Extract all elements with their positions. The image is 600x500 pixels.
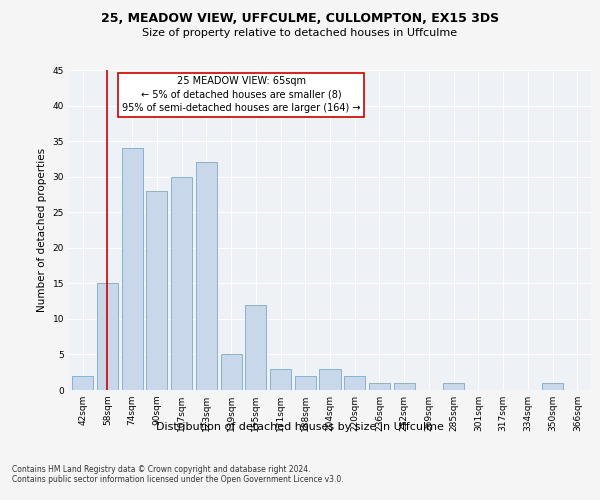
Bar <box>72 376 93 390</box>
Bar <box>171 176 192 390</box>
Bar <box>270 368 291 390</box>
Bar <box>344 376 365 390</box>
Bar <box>542 383 563 390</box>
Bar <box>221 354 242 390</box>
Text: 25, MEADOW VIEW, UFFCULME, CULLOMPTON, EX15 3DS: 25, MEADOW VIEW, UFFCULME, CULLOMPTON, E… <box>101 12 499 26</box>
Bar <box>369 383 390 390</box>
Y-axis label: Number of detached properties: Number of detached properties <box>37 148 47 312</box>
Bar <box>97 284 118 390</box>
Text: Contains HM Land Registry data © Crown copyright and database right 2024.
Contai: Contains HM Land Registry data © Crown c… <box>12 465 344 484</box>
Bar <box>319 368 341 390</box>
Text: Size of property relative to detached houses in Uffculme: Size of property relative to detached ho… <box>142 28 458 38</box>
Bar <box>245 304 266 390</box>
Bar <box>122 148 143 390</box>
Bar <box>146 191 167 390</box>
Bar <box>443 383 464 390</box>
Bar <box>295 376 316 390</box>
Bar <box>196 162 217 390</box>
Text: 25 MEADOW VIEW: 65sqm
← 5% of detached houses are smaller (8)
95% of semi-detach: 25 MEADOW VIEW: 65sqm ← 5% of detached h… <box>122 76 361 113</box>
Text: Distribution of detached houses by size in Uffculme: Distribution of detached houses by size … <box>156 422 444 432</box>
Bar <box>394 383 415 390</box>
